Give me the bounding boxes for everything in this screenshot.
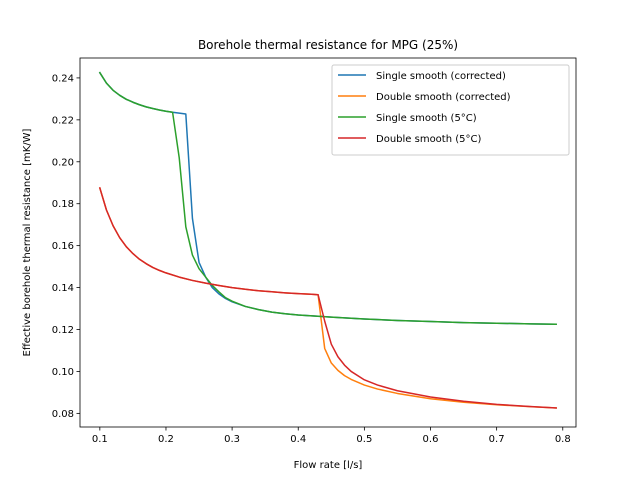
x-tick-label: 0.6	[423, 434, 439, 445]
plot-frame	[79, 57, 577, 428]
y-tick-label: 0.08	[52, 409, 74, 420]
series-line-3	[98, 71, 557, 326]
x-tick-label: 0.8	[555, 434, 571, 445]
x-tick-label: 0.1	[92, 434, 108, 445]
x-axis-ticks: 0.1 0.2 0.3 0.4 0.5 0.6 0.7 0.8	[92, 427, 571, 445]
y-tick-label: 0.14	[52, 283, 74, 294]
x-tick-label: 0.5	[356, 434, 372, 445]
series-line-4	[98, 187, 557, 409]
y-tick-label: 0.24	[52, 73, 74, 84]
y-tick-label: 0.18	[52, 199, 74, 210]
legend-entry-label: Single smooth (corrected)	[376, 71, 506, 82]
series-layer	[98, 71, 557, 409]
x-tick-label: 0.2	[158, 434, 174, 445]
x-tick-label: 0.3	[224, 434, 240, 445]
x-tick-label: 0.7	[489, 434, 505, 445]
y-axis-ticks: 0.08 0.10 0.12 0.14 0.16 0.18 0.20 0.22 0.24	[52, 73, 80, 420]
legend-entry-label: Single smooth (5°C)	[376, 113, 477, 124]
legend-box	[331, 64, 570, 156]
legend: Single smooth (corrected) Double smooth (…	[331, 64, 570, 156]
x-axis-label: Flow rate [l/s]	[294, 460, 363, 471]
chart-title: Borehole thermal resistance for MPG (25%…	[198, 38, 458, 52]
y-tick-label: 0.12	[52, 325, 74, 336]
y-axis-label: Effective borehole thermal resistance [m…	[22, 128, 33, 356]
y-tick-label: 0.20	[52, 157, 74, 168]
y-tick-label: 0.10	[52, 367, 74, 378]
legend-entry-label: Double smooth (corrected)	[376, 92, 511, 103]
x-tick-label: 0.4	[290, 434, 306, 445]
y-tick-label: 0.22	[52, 115, 74, 126]
y-tick-label: 0.16	[52, 241, 74, 252]
legend-entry-label: Double smooth (5°C)	[376, 134, 481, 145]
